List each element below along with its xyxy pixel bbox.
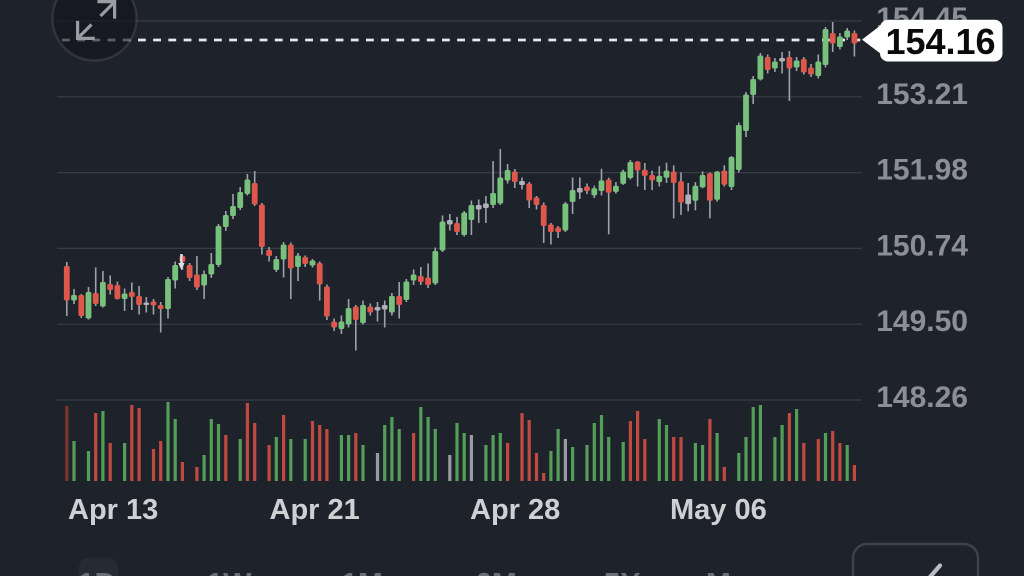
- svg-text:6M: 6M: [475, 568, 517, 576]
- svg-text:1W: 1W: [207, 568, 253, 576]
- svg-text:Apr 13: Apr 13: [68, 494, 158, 526]
- svg-text:153.21: 153.21: [876, 78, 968, 111]
- svg-text:151.98: 151.98: [876, 154, 968, 187]
- svg-text:148.26: 148.26: [876, 381, 968, 414]
- svg-text:May 06: May 06: [670, 494, 767, 526]
- svg-text:Max: Max: [706, 568, 765, 576]
- svg-text:Apr 21: Apr 21: [270, 494, 360, 526]
- svg-text:1M: 1M: [341, 568, 383, 576]
- svg-text:Apr 28: Apr 28: [470, 494, 560, 526]
- svg-text:1D: 1D: [78, 568, 116, 576]
- svg-text:149.50: 149.50: [876, 305, 968, 338]
- svg-text:154.16: 154.16: [885, 21, 995, 62]
- svg-text:150.74: 150.74: [876, 229, 968, 262]
- svg-text:5Y: 5Y: [604, 568, 641, 576]
